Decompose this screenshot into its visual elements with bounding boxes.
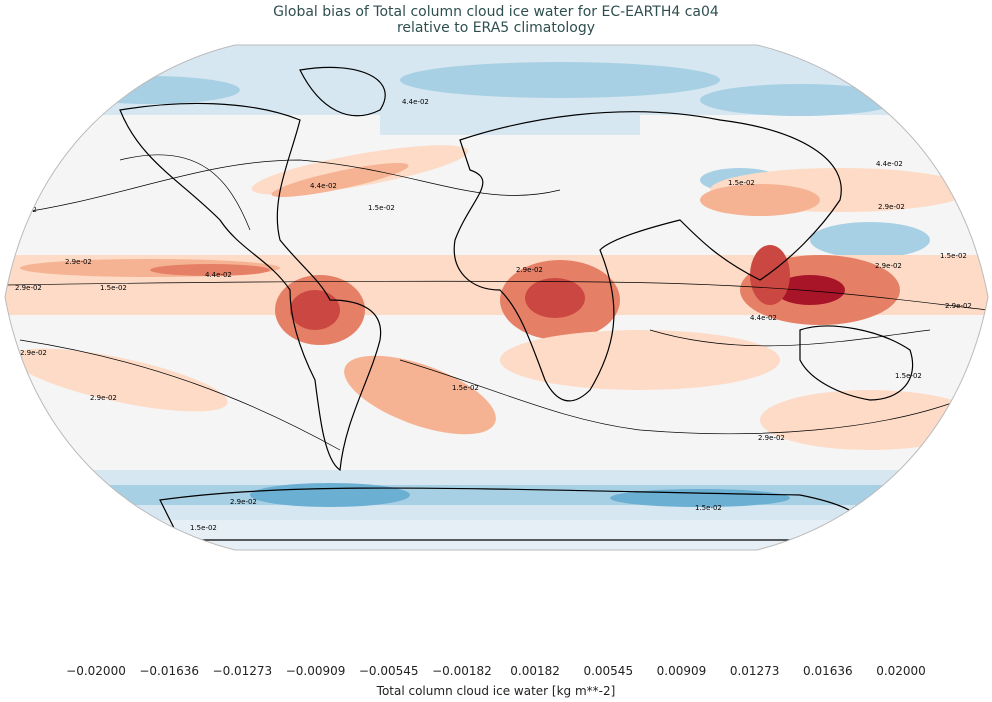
contour-label: 1.5e-02 [190,524,217,532]
colorbar-tick-label: −0.00909 [285,664,346,678]
contour-label: 2.9e-02 [20,349,47,357]
colorbar-tick-label: 0.02000 [876,664,926,678]
contour-label: 2.9e-02 [875,262,902,270]
contour-labels: 1.5e-02 1.5e-02 1.5e-02 1.5e-02 1.5e-02 … [10,64,972,532]
contour-label: 2.9e-02 [65,258,92,266]
colorbar-label: Total column cloud ice water [kg m**-2] [376,684,616,698]
contour-label: 4.4e-02 [402,98,429,106]
contour-label: 4.4e-02 [750,314,777,322]
contour-label: 1.5e-02 [865,64,892,72]
contour-lines [5,154,988,451]
colorbar-tick-label: −0.00545 [358,664,419,678]
colorbar-tick-label: 0.01273 [729,664,780,678]
contour-label: 1.5e-02 [100,284,127,292]
chart-title-line1: Global bias of Total column cloud ice wa… [273,4,719,20]
contour-label: 2.9e-02 [15,284,42,292]
contour-label: 2.9e-02 [878,203,905,211]
contour-label: 2.9e-02 [90,394,117,402]
colorbar-tick-label: 0.01636 [803,664,853,678]
map: 1.5e-02 1.5e-02 1.5e-02 1.5e-02 1.5e-02 … [4,44,989,551]
bias-field: 1.5e-02 1.5e-02 1.5e-02 1.5e-02 1.5e-02 … [5,45,988,550]
contour-label: 2.9e-02 [516,266,543,274]
colorbar-tick-label: −0.01273 [212,664,273,678]
contour-label: 2.9e-02 [230,498,257,506]
contour-label: 4.4e-02 [876,160,903,168]
contour-label: 4.4e-02 [310,182,337,190]
colorbar-tick-label: −0.00182 [432,664,492,678]
contour-label: 1.5e-02 [728,179,755,187]
contour-label: 4.4e-02 [205,271,232,279]
contour-label: 2.9e-02 [945,302,972,310]
contour-label: 1.5e-02 [940,252,967,260]
colorbar-tick-label: −0.01636 [139,664,200,678]
contour-label: 1.5e-02 [895,372,922,380]
colorbar-tick-label: 0.00545 [583,664,634,678]
contour-label: 1.5e-02 [695,504,722,512]
colorbar-tick-label: 0.00909 [656,664,707,678]
contour-label: 1.5e-02 [452,384,479,392]
contour-label: 2.9e-02 [758,434,785,442]
chart-title-line2: relative to ERA5 climatology [396,20,596,36]
colorbar-tick-label: 0.00182 [510,664,560,678]
map-border [4,44,989,551]
contour-label: 1.5e-02 [368,204,395,212]
colorbar-tick-label: −0.02000 [66,664,126,678]
